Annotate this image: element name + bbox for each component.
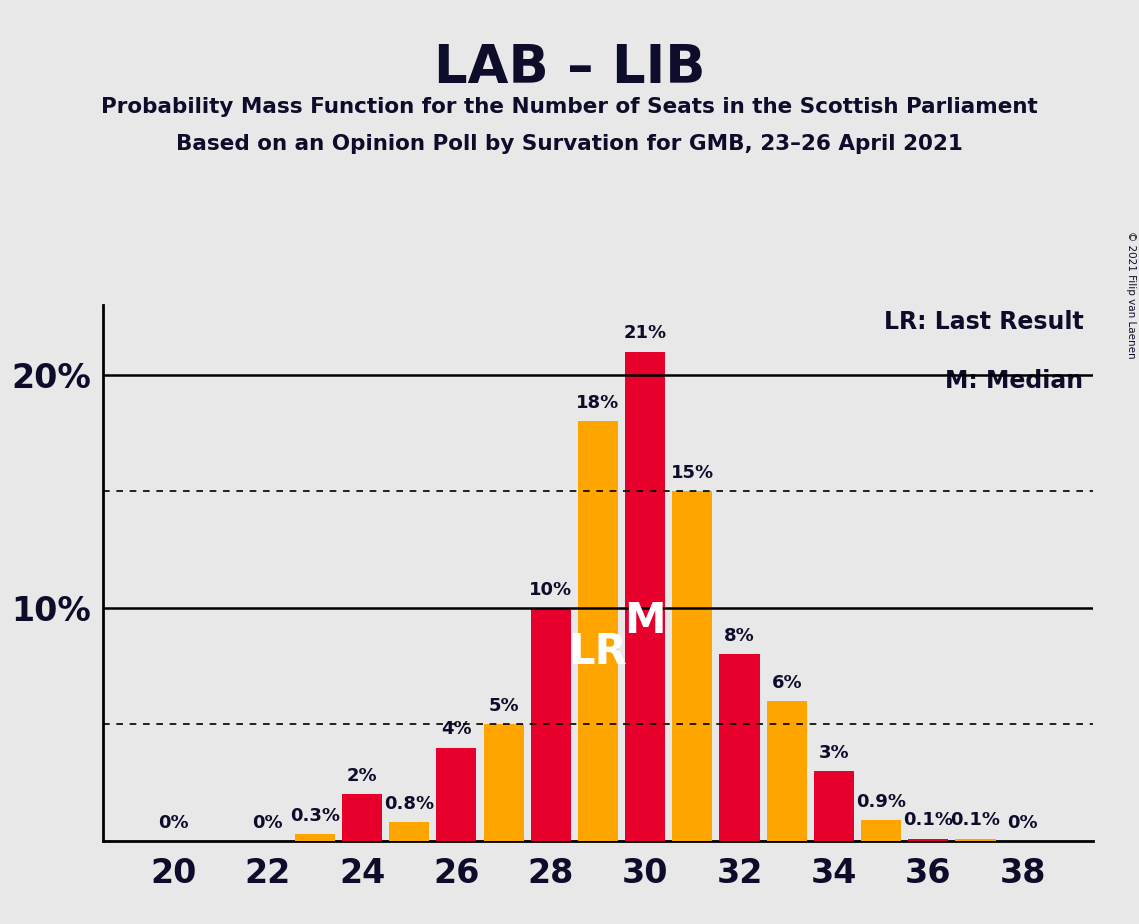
Text: 10%: 10% bbox=[530, 580, 573, 599]
Bar bbox=[342, 795, 382, 841]
Text: © 2021 Filip van Laenen: © 2021 Filip van Laenen bbox=[1126, 231, 1136, 359]
Text: 18%: 18% bbox=[576, 395, 620, 412]
Bar bbox=[390, 822, 429, 841]
Bar bbox=[436, 748, 476, 841]
Text: M: M bbox=[624, 600, 666, 641]
Text: 5%: 5% bbox=[489, 697, 519, 715]
Bar bbox=[672, 492, 712, 841]
Text: 0.8%: 0.8% bbox=[384, 795, 434, 813]
Text: 4%: 4% bbox=[441, 721, 472, 738]
Text: 0.3%: 0.3% bbox=[289, 807, 339, 824]
Text: Based on an Opinion Poll by Survation for GMB, 23–26 April 2021: Based on an Opinion Poll by Survation fo… bbox=[177, 134, 962, 154]
Bar bbox=[531, 608, 571, 841]
Text: 21%: 21% bbox=[623, 324, 666, 342]
Bar bbox=[295, 833, 335, 841]
Text: 15%: 15% bbox=[671, 464, 714, 482]
Text: 0.9%: 0.9% bbox=[857, 793, 907, 810]
Bar bbox=[767, 701, 806, 841]
Bar bbox=[720, 654, 760, 841]
Bar bbox=[908, 838, 949, 841]
Text: 0%: 0% bbox=[158, 813, 189, 832]
Text: 8%: 8% bbox=[724, 627, 755, 645]
Text: LR: Last Result: LR: Last Result bbox=[884, 310, 1083, 334]
Text: 3%: 3% bbox=[819, 744, 850, 761]
Text: LAB – LIB: LAB – LIB bbox=[434, 42, 705, 93]
Bar bbox=[861, 820, 901, 841]
Text: 2%: 2% bbox=[346, 767, 377, 784]
Text: 0%: 0% bbox=[1007, 813, 1038, 832]
Bar bbox=[484, 724, 524, 841]
Bar bbox=[577, 421, 618, 841]
Text: 0%: 0% bbox=[253, 813, 282, 832]
Text: 6%: 6% bbox=[771, 674, 802, 692]
Text: 0.1%: 0.1% bbox=[903, 811, 953, 829]
Text: Probability Mass Function for the Number of Seats in the Scottish Parliament: Probability Mass Function for the Number… bbox=[101, 97, 1038, 117]
Bar bbox=[956, 838, 995, 841]
Text: LR: LR bbox=[568, 631, 628, 673]
Text: 0.1%: 0.1% bbox=[950, 811, 1000, 829]
Bar bbox=[814, 771, 854, 841]
Text: M: Median: M: Median bbox=[945, 370, 1083, 394]
Bar bbox=[625, 351, 665, 841]
